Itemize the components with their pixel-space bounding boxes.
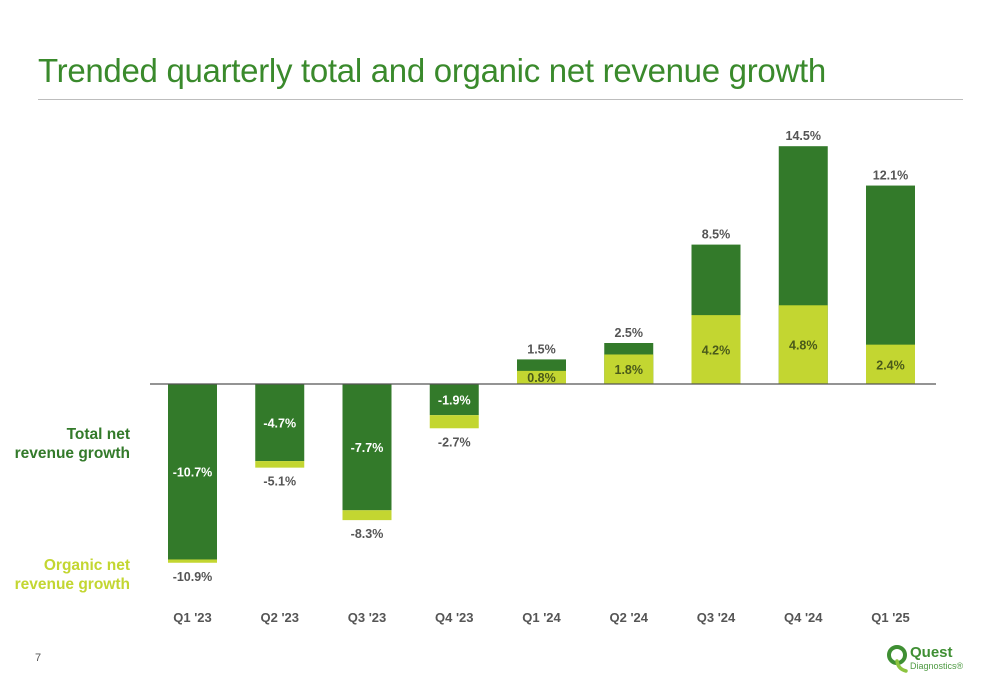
x-axis-tick-label: Q1 '25: [871, 610, 910, 625]
x-axis-tick-label: Q2 '24: [609, 610, 648, 625]
x-axis-tick-label: Q2 '23: [260, 610, 299, 625]
total-growth-label: -8.3%: [351, 527, 384, 541]
legend-organic-net-revenue-growth: Organic net revenue growth: [14, 557, 130, 593]
total-growth-bar: [429, 415, 479, 429]
organic-growth-bar: [604, 354, 654, 384]
total-growth-label: 8.5%: [702, 228, 731, 242]
organic-growth-label: -1.9%: [438, 394, 471, 408]
organic-growth-label: 4.2%: [702, 344, 731, 358]
total-growth-label: 1.5%: [527, 342, 556, 356]
page-title: Trended quarterly total and organic net …: [38, 52, 826, 89]
logo-subtitle: Diagnostics®: [910, 661, 964, 671]
organic-growth-bar: [429, 384, 479, 416]
organic-growth-label: 4.8%: [789, 339, 818, 353]
total-growth-bar: [255, 461, 305, 468]
organic-growth-bar: [168, 384, 217, 560]
total-growth-bar: [342, 510, 392, 521]
organic-growth-label: -4.7%: [263, 417, 296, 431]
organic-growth-label: -7.7%: [351, 441, 384, 455]
x-axis-tick-label: Q3 '23: [348, 610, 387, 625]
total-growth-bar: [168, 559, 217, 563]
quest-logo-mark-icon: [887, 645, 908, 673]
logo-wordmark: Quest: [910, 644, 953, 661]
organic-growth-label: 2.4%: [876, 358, 905, 372]
organic-growth-bar: [342, 384, 392, 511]
organic-growth-bar: [691, 315, 741, 384]
legend-total-net-revenue-growth: Total net revenue growth: [14, 426, 130, 462]
total-growth-label: 14.5%: [786, 129, 821, 143]
x-axis-tick-label: Q4 '24: [784, 610, 823, 625]
total-growth-label: -10.9%: [173, 570, 213, 584]
x-axis-tick-label: Q1 '24: [522, 610, 561, 625]
title-divider: [38, 99, 963, 100]
organic-growth-bar: [517, 370, 566, 384]
organic-growth-bar: [866, 344, 915, 384]
total-growth-label: 2.5%: [615, 326, 644, 340]
x-axis-tick-label: Q1 '23: [173, 610, 212, 625]
total-growth-label: -5.1%: [263, 475, 296, 489]
total-growth-label: -2.7%: [438, 435, 471, 449]
organic-growth-bar: [778, 305, 828, 384]
quest-diagnostics-logo: Quest Diagnostics®: [886, 643, 966, 677]
organic-growth-bar: [255, 384, 305, 462]
x-axis-tick-label: Q4 '23: [435, 610, 474, 625]
organic-growth-label: -10.7%: [173, 466, 213, 480]
organic-growth-label: 1.8%: [615, 363, 644, 377]
page-number: 7: [35, 652, 42, 664]
x-axis-tick-label: Q3 '24: [697, 610, 736, 625]
organic-growth-label: 0.8%: [527, 371, 556, 385]
total-growth-label: 12.1%: [873, 169, 908, 183]
